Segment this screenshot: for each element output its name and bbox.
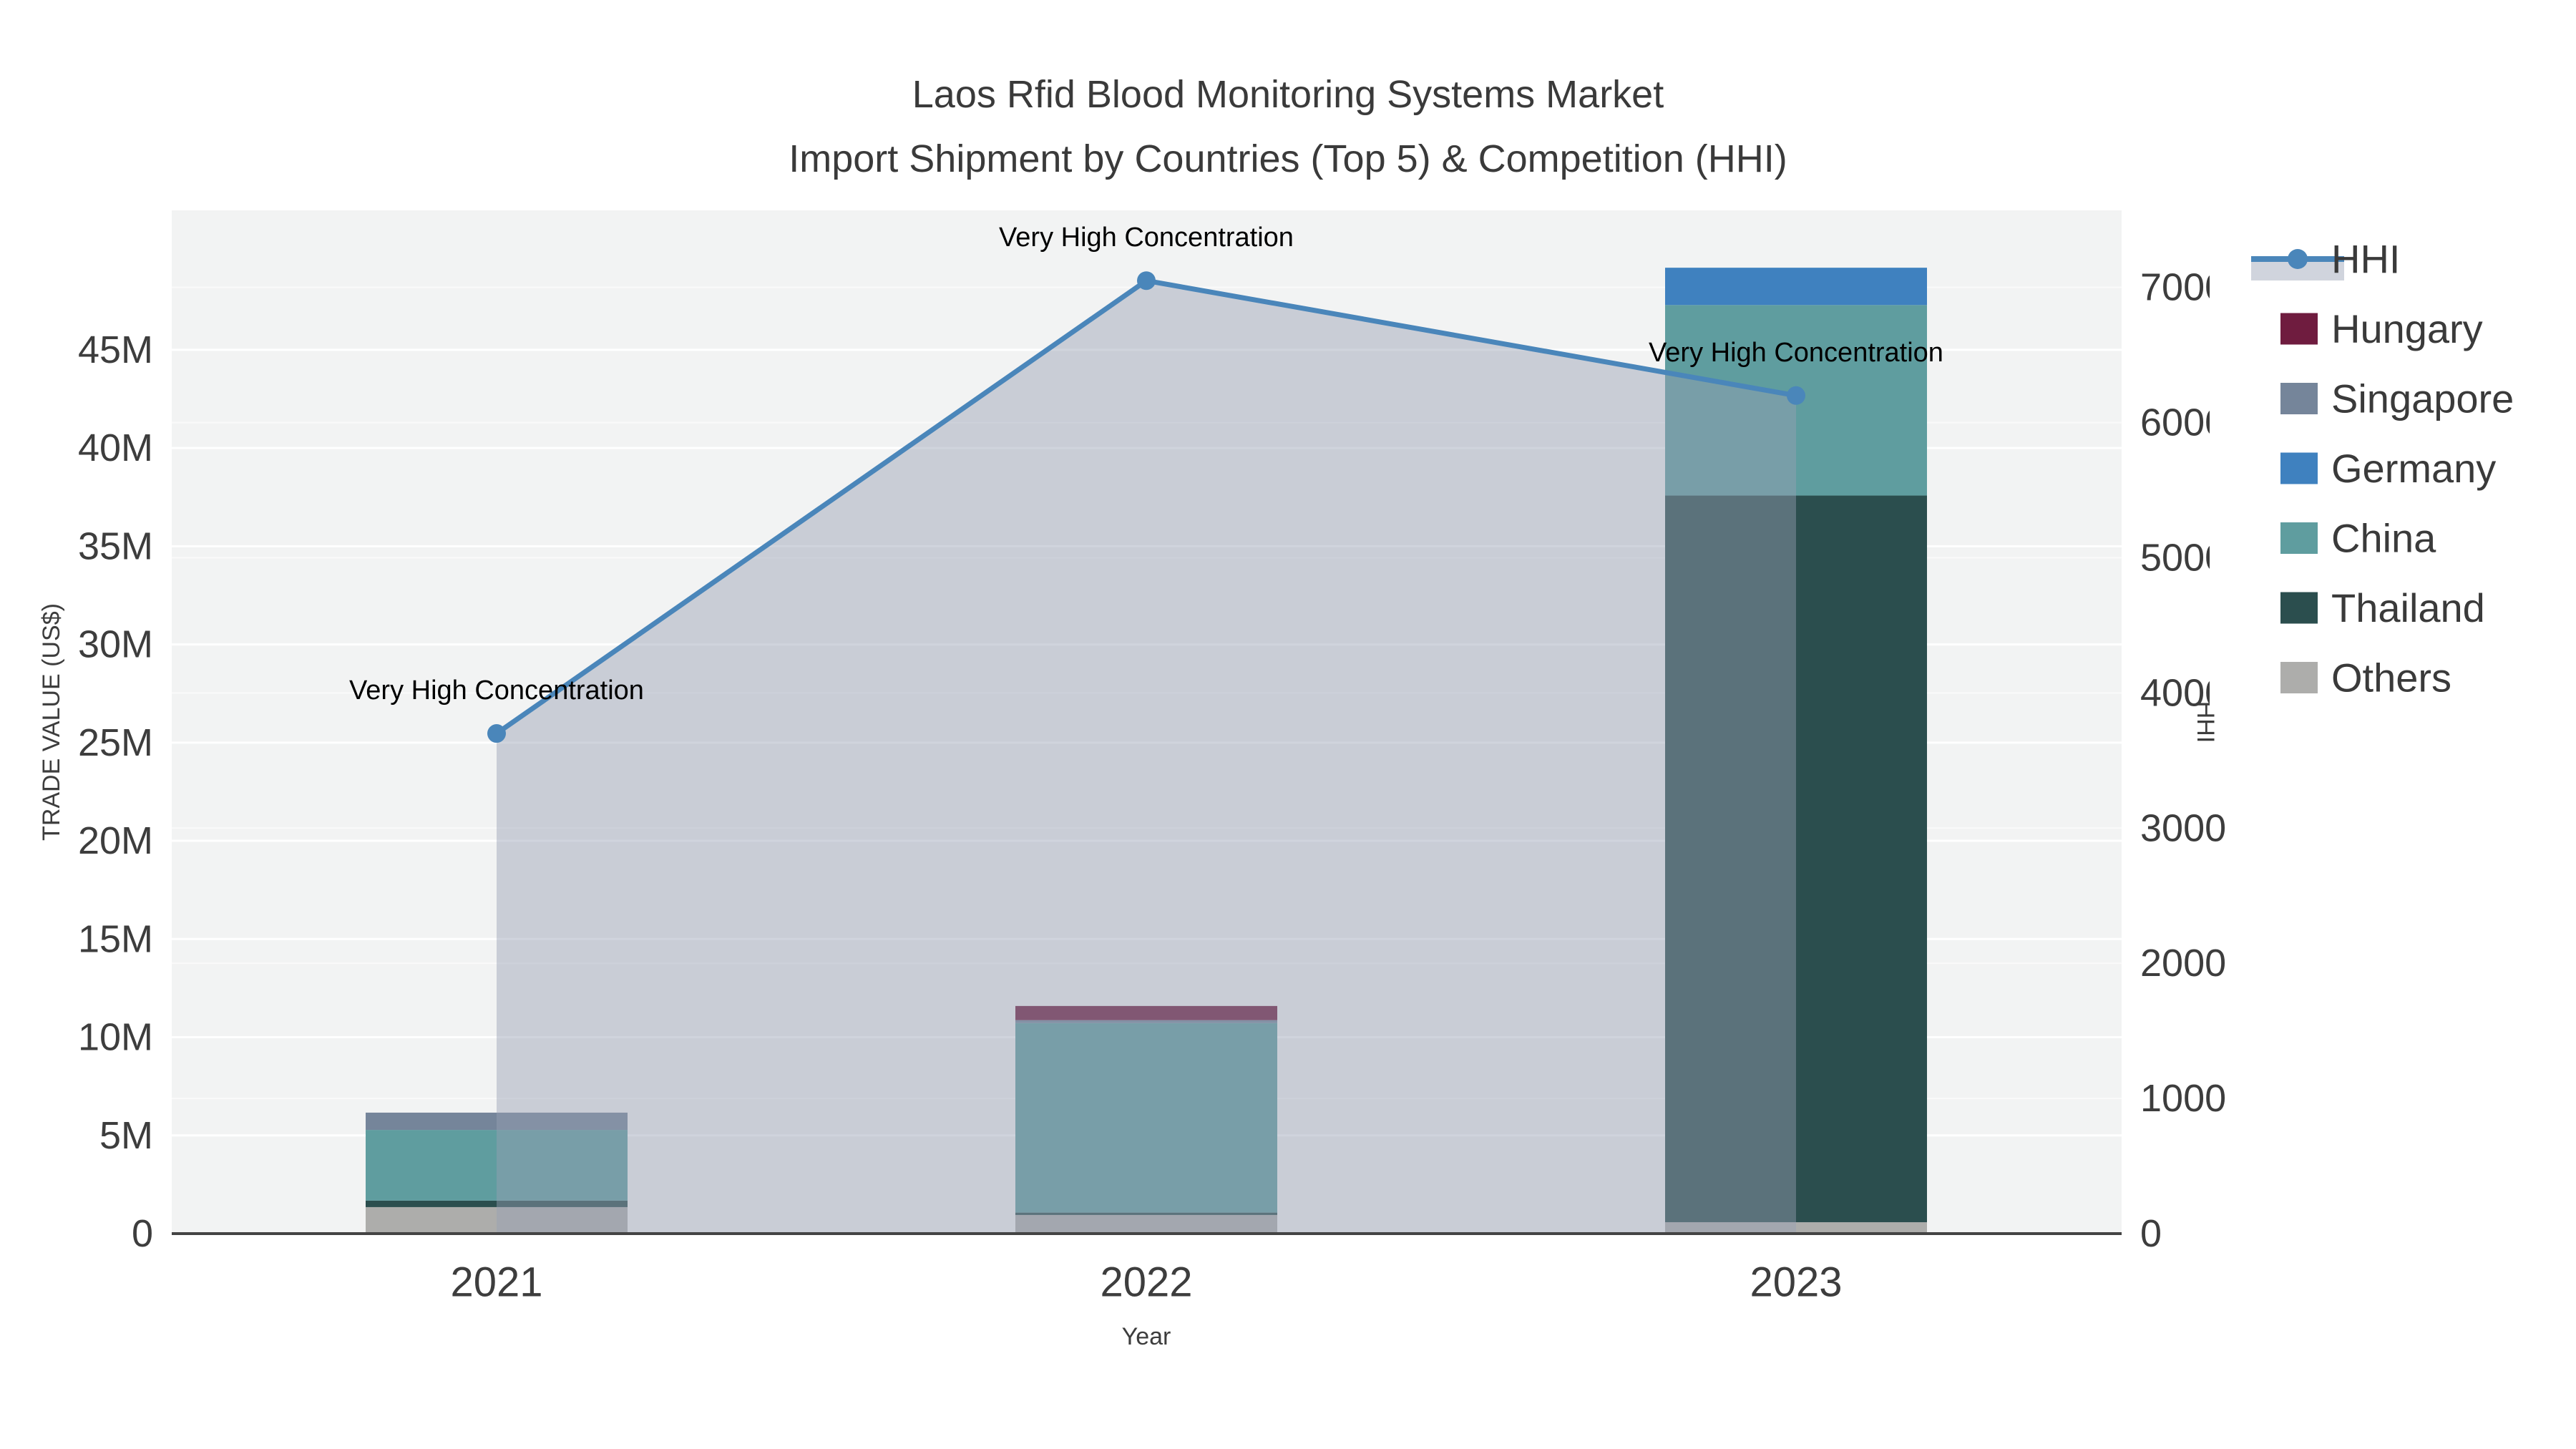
bar-segment-others-2022[interactable] <box>1015 1214 1277 1234</box>
y-left-tick: 35M <box>78 525 153 567</box>
y-left-tick: 30M <box>78 623 153 666</box>
bar-segment-thailand-2022[interactable] <box>1015 1212 1277 1215</box>
hhi-marker-2021[interactable] <box>487 724 506 743</box>
y-right-tick: 1000 <box>2140 1077 2226 1120</box>
y-left-tick: 20M <box>78 819 153 862</box>
hhi-marker-2022[interactable] <box>1137 271 1156 291</box>
legend-swatch-others[interactable] <box>2280 662 2318 693</box>
x-axis-title: Year <box>1122 1323 1171 1350</box>
y-left-tick: 10M <box>78 1016 153 1059</box>
y-left-tick: 5M <box>99 1114 153 1157</box>
bar-segment-singapore-2021[interactable] <box>366 1112 628 1131</box>
y-right-tick: 3000 <box>2140 806 2226 849</box>
legend-hhi-marker-swatch[interactable] <box>2288 249 2308 269</box>
chart-title-line1: Laos Rfid Blood Monitoring Systems Marke… <box>912 73 1664 116</box>
y-left-tick: 0 <box>132 1212 153 1255</box>
y-left-tick: 15M <box>78 917 153 960</box>
legend-background <box>2210 226 2576 710</box>
y-right-tick: 0 <box>2140 1212 2162 1255</box>
legend-swatch-germany[interactable] <box>2280 452 2318 484</box>
hhi-area-fill <box>497 280 1796 1234</box>
bar-segment-singapore-2022[interactable] <box>1015 1020 1277 1023</box>
x-tick-2022: 2022 <box>1100 1259 1192 1306</box>
legend-label-germany[interactable]: Germany <box>2331 446 2496 491</box>
x-tick-2023: 2023 <box>1750 1259 1842 1306</box>
bar-segment-china-2022[interactable] <box>1015 1023 1277 1213</box>
y-left-tick: 25M <box>78 721 153 764</box>
bar-segment-germany-2023[interactable] <box>1665 268 1927 306</box>
annotation-2023: Very High Concentration <box>1649 338 1943 368</box>
hhi-marker-2023[interactable] <box>1787 386 1805 405</box>
y-left-tick: 45M <box>78 328 153 371</box>
bar-segment-others-2021[interactable] <box>366 1206 628 1234</box>
legend-label-china[interactable]: China <box>2331 516 2436 561</box>
x-tick-2021: 2021 <box>450 1259 542 1306</box>
y-left-axis-title: TRADE VALUE (US$) <box>38 603 65 841</box>
chart-title-line2: Import Shipment by Countries (Top 5) & C… <box>789 137 1787 180</box>
bar-segment-thailand-2021[interactable] <box>366 1200 628 1207</box>
legend-label-hungary[interactable]: Hungary <box>2331 306 2483 351</box>
legend-label-singapore[interactable]: Singapore <box>2331 376 2514 421</box>
legend-label-thailand[interactable]: Thailand <box>2331 585 2485 630</box>
legend-swatch-hungary[interactable] <box>2280 313 2318 345</box>
legend-label-others[interactable]: Others <box>2331 655 2451 701</box>
bar-segment-china-2021[interactable] <box>366 1130 628 1201</box>
legend-label-hhi[interactable]: HHI <box>2331 237 2400 282</box>
annotation-2021: Very High Concentration <box>349 675 644 706</box>
legend-swatch-china[interactable] <box>2280 522 2318 554</box>
bar-segment-others-2023[interactable] <box>1665 1222 1927 1234</box>
y-right-tick: 2000 <box>2140 942 2226 985</box>
annotation-2022: Very High Concentration <box>999 223 1294 253</box>
bar-segment-thailand-2023[interactable] <box>1665 495 1927 1223</box>
bar-segment-hungary-2022[interactable] <box>1015 1005 1277 1020</box>
legend-swatch-thailand[interactable] <box>2280 592 2318 624</box>
y-left-tick: 40M <box>78 426 153 469</box>
legend-swatch-singapore[interactable] <box>2280 383 2318 414</box>
